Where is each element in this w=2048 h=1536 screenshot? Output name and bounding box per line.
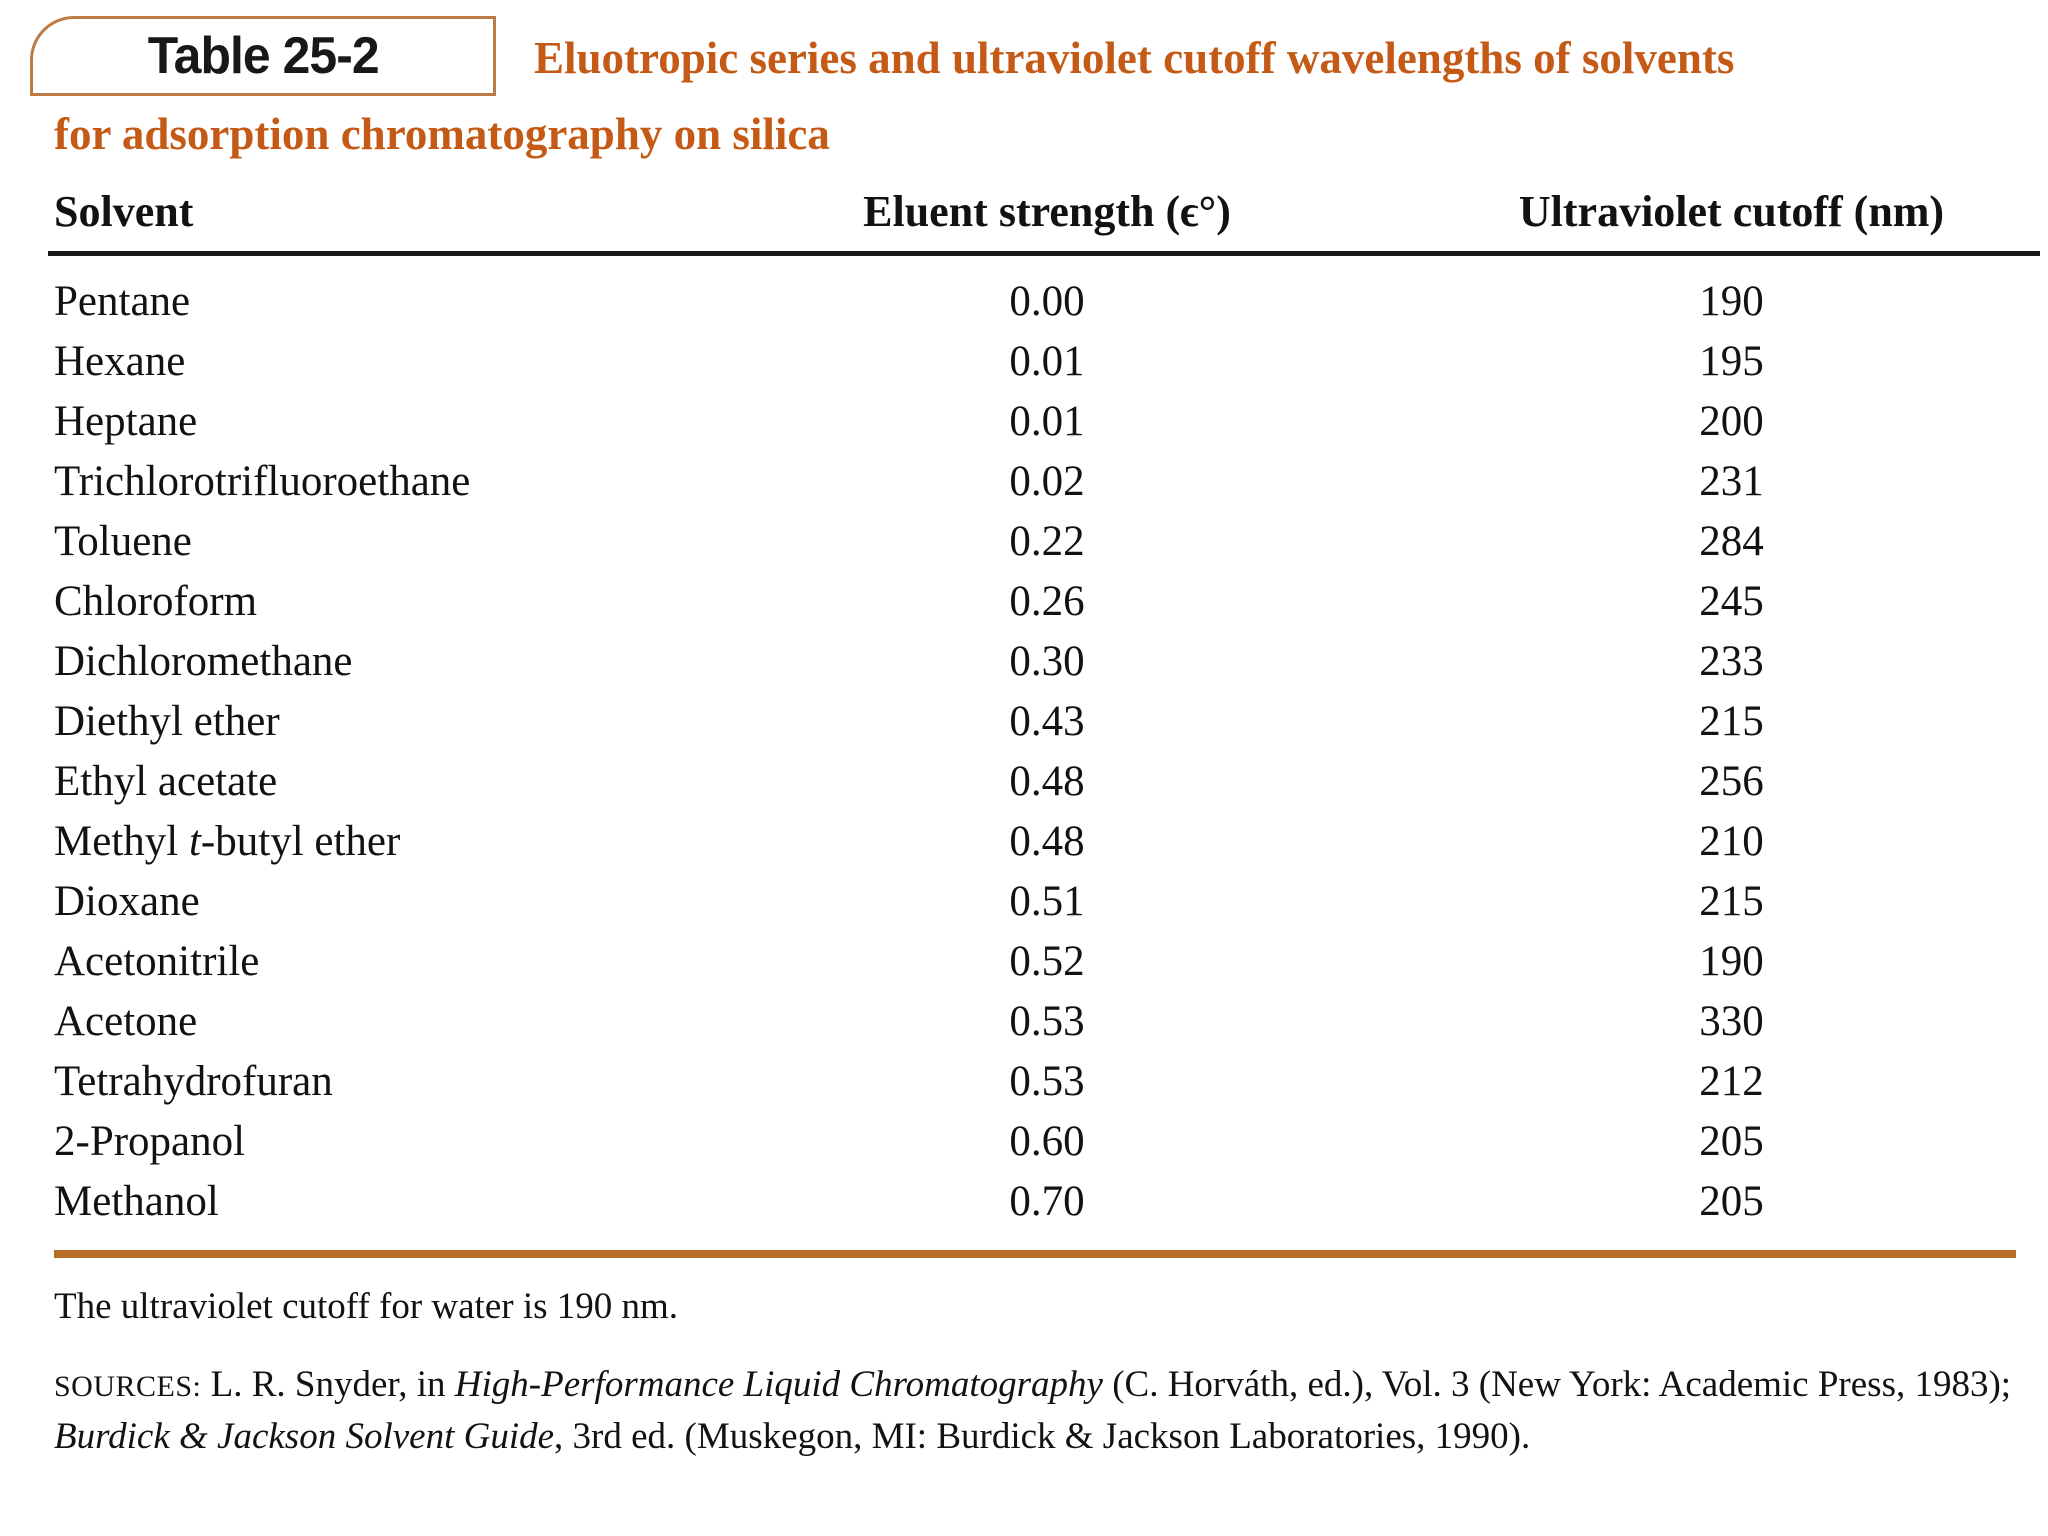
- table-row: Dichloromethane 0.30 233: [48, 632, 2040, 692]
- solvent-cell: Methanol: [54, 1178, 219, 1225]
- eluent-strength-cell: 0.51: [1009, 878, 1085, 925]
- solvent-cell: Ethyl acetate: [54, 758, 278, 805]
- uv-cutoff-cell: 256: [1699, 758, 1764, 805]
- table-row: Methanol 0.70 205: [48, 1172, 2040, 1232]
- table-row: Dioxane 0.51 215: [48, 872, 2040, 932]
- solvent-cell: Acetone: [54, 998, 198, 1045]
- table-row: Heptane 0.01 200: [48, 392, 2040, 452]
- table-row: Trichlorotrifluoroethane 0.02 231: [48, 452, 2040, 512]
- uv-cutoff-cell: 210: [1699, 818, 1764, 865]
- eluent-strength-cell: 0.02: [1009, 458, 1085, 505]
- eluent-strength-cell: 0.00: [1009, 278, 1085, 325]
- uv-cutoff-cell: 245: [1699, 578, 1764, 625]
- table-title-line1: Eluotropic series and ultraviolet cutoff…: [534, 33, 1735, 83]
- solvent-cell: Tetrahydrofuran: [54, 1058, 333, 1105]
- solvent-cell: Dichloromethane: [54, 638, 353, 685]
- document-page: Table 25-2 Eluotropic series and ultravi…: [30, 16, 2048, 1462]
- uv-cutoff-cell: 200: [1699, 398, 1764, 445]
- uv-cutoff-cell: 205: [1699, 1178, 1764, 1225]
- solvent-cell: Chloroform: [54, 578, 258, 625]
- uv-cutoff-cell: 195: [1699, 338, 1764, 385]
- table-row: Ethyl acetate 0.48 256: [48, 752, 2040, 812]
- uv-cutoff-cell: 215: [1699, 878, 1764, 925]
- uv-cutoff-cell: 190: [1699, 938, 1764, 985]
- table-row: Diethyl ether 0.43 215: [48, 692, 2040, 752]
- solvent-cell: Diethyl ether: [54, 698, 280, 745]
- solvent-cell: Toluene: [54, 518, 192, 565]
- eluent-strength-cell: 0.60: [1009, 1118, 1085, 1165]
- solvent-cell: Acetonitrile: [54, 938, 260, 985]
- table-row: Acetonitrile 0.52 190: [48, 932, 2040, 992]
- sources-paragraph: SOURCES: L. R. Snyder, in High-Performan…: [54, 1360, 2014, 1462]
- solvent-cell: Pentane: [54, 278, 191, 325]
- table-row: Acetone 0.53 330: [48, 992, 2040, 1052]
- eluent-strength-cell: 0.48: [1009, 758, 1085, 805]
- eluent-strength-cell: 0.01: [1009, 398, 1085, 445]
- uv-cutoff-cell: 231: [1699, 458, 1764, 505]
- water-cutoff-footnote: The ultraviolet cutoff for water is 190 …: [54, 1285, 679, 1327]
- uv-cutoff-cell: 205: [1699, 1118, 1764, 1165]
- column-header-uv-cutoff: Ultraviolet cutoff (nm): [1293, 171, 2040, 256]
- solvent-cell: Hexane: [54, 338, 186, 385]
- table-row: Tetrahydrofuran 0.53 212: [48, 1052, 2040, 1112]
- header-row: Solvent Eluent strength (ϵ°) Ultraviolet…: [48, 171, 2040, 256]
- solvent-cell: Trichlorotrifluoroethane: [54, 458, 471, 505]
- column-header-eluent-strength: Eluent strength (ϵ°): [795, 171, 1293, 256]
- solvent-table-body: Pentane 0.00 190 Hexane 0.01 195 Heptane 0.01 20…: [48, 253, 2040, 1232]
- table-number-label: Table 25-2: [147, 27, 380, 85]
- eluent-strength-cell: 0.30: [1009, 638, 1085, 685]
- uv-cutoff-cell: 284: [1699, 518, 1764, 565]
- solvent-cell: Heptane: [54, 398, 198, 445]
- eluent-strength-cell: 0.01: [1009, 338, 1085, 385]
- eluent-strength-cell: 0.52: [1009, 938, 1085, 985]
- table-bottom-rule: [54, 1249, 2016, 1258]
- table-row: Chloroform 0.26 245: [48, 572, 2040, 632]
- solvent-table: Solvent Eluent strength (ϵ°) Ultraviolet…: [48, 171, 2040, 1232]
- eluent-strength-cell: 0.26: [1009, 578, 1085, 625]
- eluent-strength-cell: 0.43: [1009, 698, 1085, 745]
- uv-cutoff-cell: 330: [1699, 998, 1764, 1045]
- solvent-cell: 2-Propanol: [54, 1118, 246, 1165]
- table-row: Pentane 0.00 190: [48, 253, 2040, 332]
- eluent-strength-cell: 0.22: [1009, 518, 1085, 565]
- table-header-block: Table 25-2 Eluotropic series and ultravi…: [30, 16, 2048, 96]
- sources-text: L. R. Snyder, in High-Performance Liquid…: [54, 1363, 2012, 1457]
- eluent-strength-cell: 0.70: [1009, 1178, 1085, 1225]
- solvent-cell: Dioxane: [54, 878, 200, 925]
- table-row: Toluene 0.22 284: [48, 512, 2040, 572]
- eluent-strength-cell: 0.53: [1009, 998, 1085, 1045]
- column-header-solvent: Solvent: [48, 171, 795, 256]
- table-number-badge: Table 25-2: [30, 16, 496, 96]
- solvent-cell: Methyl t-butyl ether: [54, 818, 401, 865]
- table-row: Methyl t-butyl ether 0.48 210: [48, 812, 2040, 872]
- sources-label: SOURCES:: [54, 1369, 202, 1403]
- table-row: 2-Propanol 0.60 205: [48, 1112, 2040, 1172]
- uv-cutoff-cell: 190: [1699, 278, 1764, 325]
- eluent-strength-cell: 0.53: [1009, 1058, 1085, 1105]
- uv-cutoff-cell: 215: [1699, 698, 1764, 745]
- uv-cutoff-cell: 212: [1699, 1058, 1764, 1105]
- eluent-strength-cell: 0.48: [1009, 818, 1085, 865]
- solvent-table-header: Solvent Eluent strength (ϵ°) Ultraviolet…: [48, 171, 2040, 256]
- uv-cutoff-cell: 233: [1699, 638, 1764, 685]
- table-title-line2: for adsorption chromatography on silica: [54, 109, 830, 159]
- table-row: Hexane 0.01 195: [48, 332, 2040, 392]
